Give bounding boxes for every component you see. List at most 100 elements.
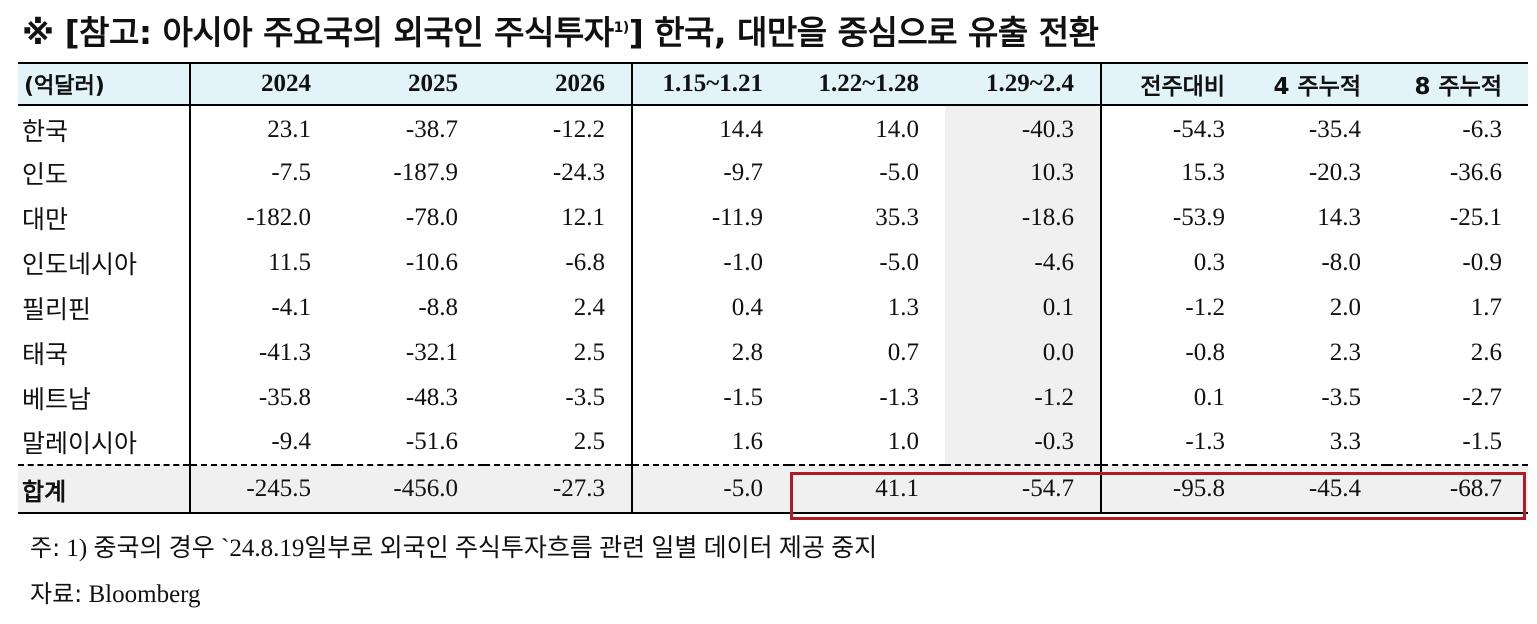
- table-cell: -9.4: [271, 428, 311, 455]
- table-cell: 35.3: [875, 203, 919, 231]
- table-cell: 0.4: [731, 293, 763, 321]
- row-label: 인도: [18, 150, 191, 195]
- table-cell: -0.9: [1462, 248, 1502, 276]
- table-cell: 0.1: [1193, 383, 1225, 411]
- table-cell: -78.0: [405, 203, 458, 231]
- source-note: 자료: Bloomberg: [30, 574, 201, 609]
- table-cell: -20.3: [1308, 158, 1361, 186]
- table-cell: 2.0: [1329, 293, 1361, 321]
- table-cell: -35.4: [1308, 116, 1361, 143]
- header-row: (억달러) 2024 2025 2026 1.15~1.21 1.22~1.28…: [18, 62, 1528, 106]
- col-header: 1.15~1.21: [632, 62, 789, 106]
- table-cell: -53.9: [1172, 203, 1225, 231]
- table-cell: 41.1: [789, 464, 945, 514]
- col-header: 4 주누적: [1251, 62, 1387, 106]
- table-cell: -54.7: [945, 464, 1102, 514]
- table-cell: -40.3: [945, 105, 1102, 150]
- table-cell: -36.6: [1449, 158, 1502, 186]
- col-header: 2025: [337, 62, 484, 106]
- table-cell: 1.6: [731, 428, 763, 455]
- table-cell: 0.3: [1193, 248, 1225, 276]
- table-cell: 2.6: [1470, 338, 1502, 366]
- row-label: 한국: [18, 105, 191, 150]
- table-cell: -8.0: [1321, 248, 1361, 276]
- table-cell: -3.5: [484, 375, 633, 420]
- table-cell: 12.1: [484, 195, 633, 240]
- table-cell: -1.3: [879, 383, 919, 411]
- col-header: 1.22~1.28: [789, 62, 945, 106]
- table-cell: -25.1: [1449, 203, 1502, 231]
- table-cell: -48.3: [405, 383, 458, 411]
- table-cell: -5.0: [879, 158, 919, 186]
- table-cell: -0.8: [1185, 338, 1225, 366]
- table-cell: 14.4: [719, 116, 763, 143]
- table-cell: 1.0: [887, 428, 919, 455]
- table-cell: 14.3: [1317, 203, 1361, 231]
- table-cell: 3.3: [1329, 428, 1361, 455]
- table-cell: -54.3: [1172, 116, 1225, 143]
- table-cell: 2.8: [731, 338, 763, 366]
- row-label: 베트남: [18, 375, 191, 420]
- table-cell: -1.2: [945, 375, 1102, 420]
- table-cell: 23.1: [267, 116, 311, 143]
- table-row: 인도 -7.5 -187.9 -24.3 -9.7 -5.0 10.3 15.3 -20.3 -3…: [18, 150, 1528, 195]
- table-cell: -95.8: [1101, 464, 1251, 514]
- page-title: ※ [참고: 아시아 주요국의 외국인 주식투자1)] 한국, 대만을 중심으로…: [22, 6, 1099, 54]
- footnote: 주: 1) 중국의 경우 `24.8.19일부로 외국인 주식투자흐름 관련 일…: [30, 528, 877, 564]
- table-cell: 15.3: [1181, 158, 1225, 186]
- table-cell: -9.7: [723, 158, 763, 186]
- table-row: 대만 -182.0 -78.0 12.1 -11.9 35.3 -18.6 -53.9 14.3…: [18, 195, 1528, 240]
- source-prefix: 자료:: [30, 580, 83, 608]
- table-row: 말레이시아 -9.4 -51.6 2.5 1.6 1.0 -0.3 -1.3 3.3 -1.5: [18, 420, 1528, 465]
- table-cell: 2.4: [484, 285, 633, 330]
- title-rest: ] 한국, 대만을 중심으로 유출 전환: [628, 13, 1099, 52]
- table-cell: -8.8: [418, 293, 458, 321]
- row-label: 인도네시아: [18, 240, 191, 285]
- table-cell: -182.0: [246, 203, 311, 231]
- foreign-flow-table: (억달러) 2024 2025 2026 1.15~1.21 1.22~1.28…: [18, 62, 1528, 514]
- table-cell: 10.3: [945, 150, 1102, 195]
- col-header: 8 주누적: [1387, 62, 1528, 106]
- footnote-text: 1) 중국의 경우 `24.8.19일부로 외국인 주식투자흐름 관련 일별 데…: [60, 535, 878, 562]
- table-cell: -45.4: [1251, 464, 1387, 514]
- table-cell: -11.9: [711, 203, 763, 231]
- table-cell: -38.7: [405, 116, 458, 143]
- row-label: 합계: [18, 464, 191, 514]
- col-header: 1.29~2.4: [945, 62, 1102, 106]
- table-cell: 2.5: [484, 330, 633, 375]
- table-cell: -51.6: [405, 428, 458, 455]
- table-cell: 1.3: [887, 293, 919, 321]
- table-cell: 11.5: [268, 248, 311, 276]
- table-cell: -187.9: [393, 158, 458, 186]
- table-cell: -3.5: [1321, 383, 1361, 411]
- table-cell: -1.0: [723, 248, 763, 276]
- title-footnote-mark: 1): [613, 20, 630, 36]
- table-cell: -6.3: [1462, 116, 1502, 143]
- table-cell: -1.5: [723, 383, 763, 411]
- table-row: 인도네시아 11.5 -10.6 -6.8 -1.0 -5.0 -4.6 0.3 -8.0 -0.…: [18, 240, 1528, 285]
- table-cell: -35.8: [258, 383, 311, 411]
- table-cell: -18.6: [945, 195, 1102, 240]
- table-cell: -245.5: [190, 464, 337, 514]
- table-cell: -2.7: [1462, 383, 1502, 411]
- total-row: 합계 -245.5 -456.0 -27.3 -5.0 41.1 -54.7 -95.8 -45…: [18, 464, 1528, 514]
- row-label: 대만: [18, 195, 191, 240]
- table-cell: 1.7: [1470, 293, 1502, 321]
- table-cell: 14.0: [875, 116, 919, 143]
- col-header: 2024: [190, 62, 337, 106]
- row-label: 필리핀: [18, 285, 191, 330]
- table-cell: -32.1: [405, 338, 458, 366]
- table-cell: -12.2: [484, 105, 633, 150]
- row-label: 태국: [18, 330, 191, 375]
- table-cell: -0.3: [945, 420, 1102, 465]
- row-label: 말레이시아: [18, 420, 191, 465]
- table-row: 태국 -41.3 -32.1 2.5 2.8 0.7 0.0 -0.8 2.3 2.6: [18, 330, 1528, 375]
- table-cell: -4.1: [271, 293, 311, 321]
- title-main: ※ [참고: 아시아 주요국의 외국인 주식투자: [22, 13, 614, 52]
- unit-label: (억달러): [18, 62, 191, 106]
- table-cell: -41.3: [258, 338, 311, 366]
- table-cell: -4.6: [945, 240, 1102, 285]
- table-cell: -24.3: [484, 150, 633, 195]
- table-row: 베트남 -35.8 -48.3 -3.5 -1.5 -1.3 -1.2 0.1 -3.5 -2.7: [18, 375, 1528, 420]
- table-cell: -10.6: [405, 248, 458, 276]
